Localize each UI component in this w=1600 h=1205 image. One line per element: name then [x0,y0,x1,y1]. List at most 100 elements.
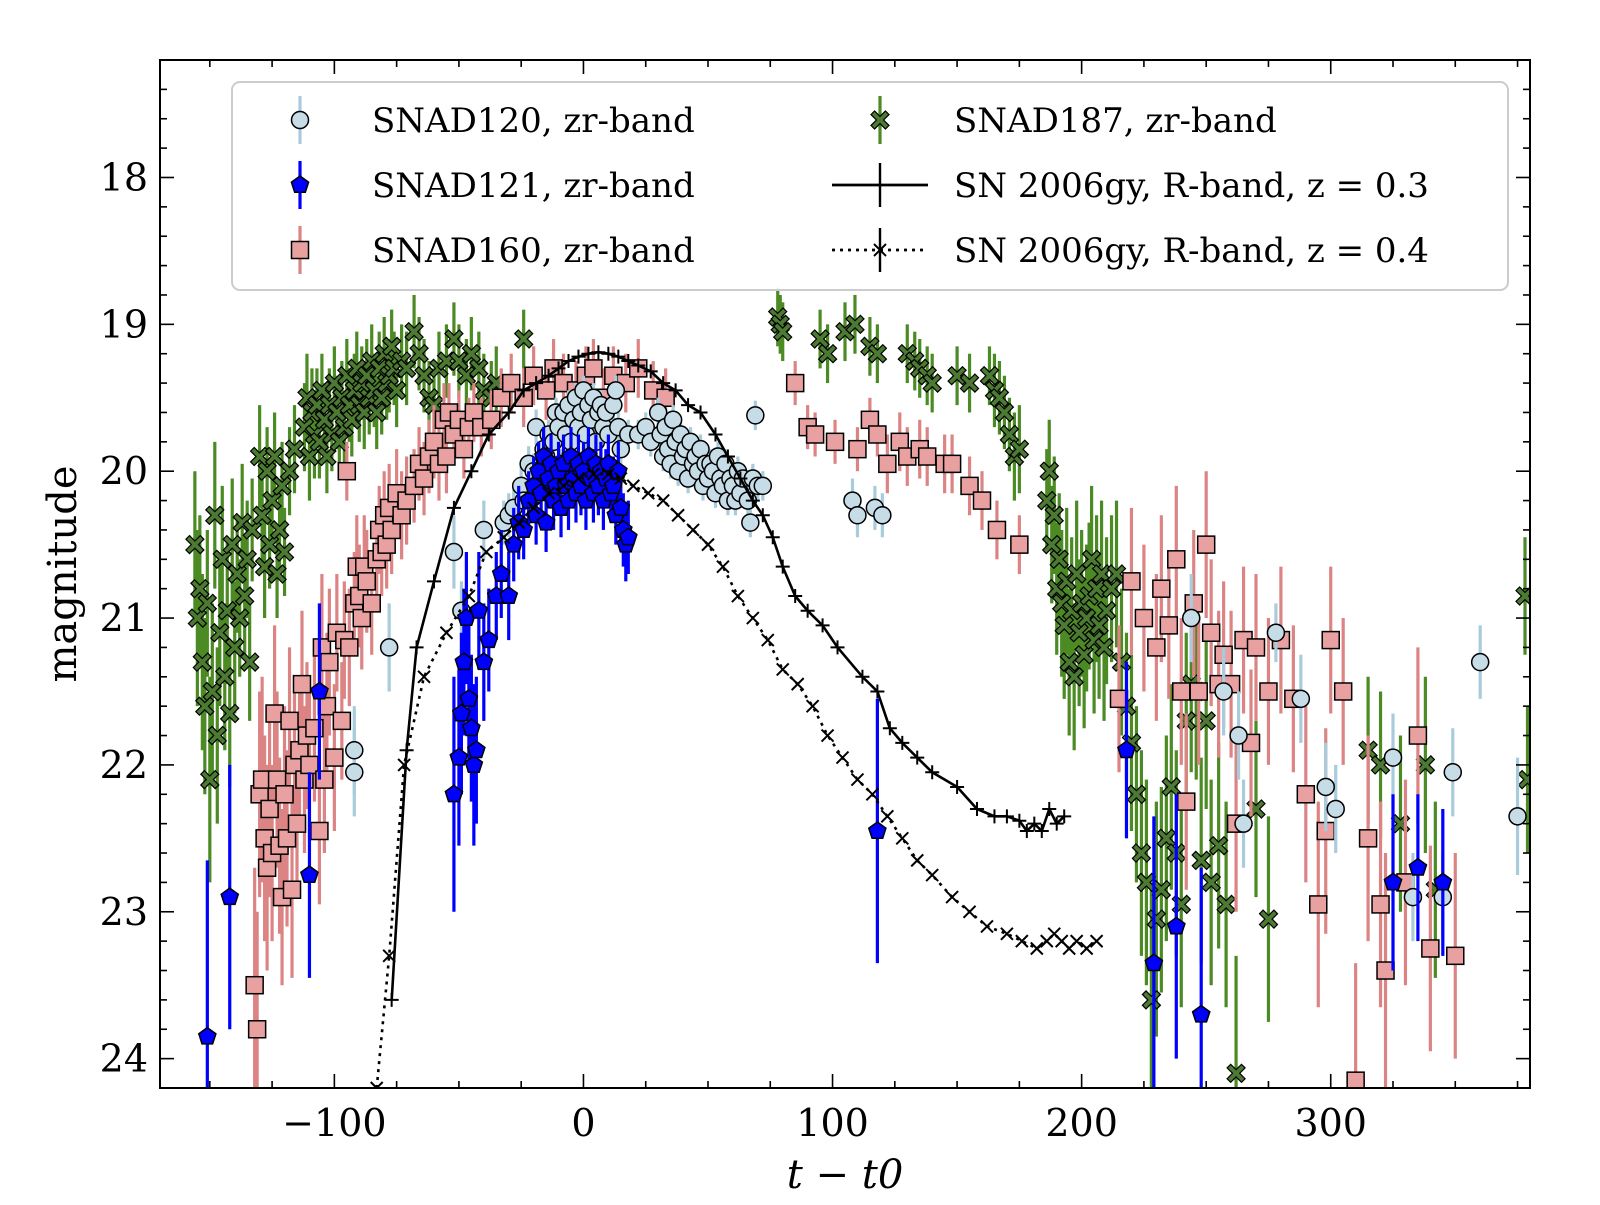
data-point [581,346,596,361]
data-point [382,949,396,963]
data-point [741,513,760,532]
legend-marker [290,110,310,130]
data-point [989,387,1010,408]
legend-label: SN 2006gy, R-band, z = 0.3 [954,166,1429,206]
data-point [454,439,474,459]
data-point [611,497,631,516]
data-point [848,439,867,459]
data-point [384,992,399,1007]
axes: −100 0 100 200 300 18 19 20 21 22 23 24 t − t0 magnit… [40,59,1531,1198]
data-point [1152,579,1171,598]
data-point [337,461,357,481]
data-point [825,432,845,452]
data-point [745,493,760,508]
data-point [663,410,683,430]
data-point [686,523,700,537]
data-point [1141,990,1162,1010]
y-tick-label: 21 [100,596,148,640]
data-point [947,365,967,386]
data-point [979,365,1000,386]
data-point [701,537,715,552]
data-point [529,376,544,391]
data-point [867,343,888,364]
data-point [219,703,240,724]
data-point [345,740,364,760]
data-point [264,446,285,467]
data-point [925,868,939,882]
data-point [835,750,850,765]
data-point [214,666,235,687]
data-point [878,454,897,474]
data-point [1159,616,1179,635]
data-point [1309,895,1328,914]
x-tick-label: −100 [282,1101,386,1145]
data-point [409,640,424,655]
data-point [1147,638,1166,657]
series-4 [384,345,1072,1007]
data-point [482,410,501,430]
y-tick-label: 18 [100,155,148,199]
data-point [720,449,735,464]
data-point [1470,652,1490,672]
series-2 [245,339,1465,1088]
data-point [404,321,424,342]
legend-entry: SN 2006gy, R-band, z = 0.4 [832,228,1429,272]
series-5 [370,467,1104,1088]
data-point [601,467,616,481]
y-tick-label: 20 [100,449,148,493]
data-point [454,652,474,671]
data-point [987,520,1007,540]
data-point [320,652,339,672]
legend-label: SNAD120, zr-band [372,101,695,141]
data-point [459,688,479,707]
data-point [910,853,924,868]
data-point [237,549,258,570]
data-point [1208,835,1229,856]
data-point [340,638,359,657]
data-point [1246,638,1266,657]
data-point [1079,941,1094,956]
data-point [621,354,636,369]
x-tick-label: 300 [1294,1101,1367,1145]
data-point [1069,934,1084,948]
data-point [381,336,402,357]
data-point [1041,534,1062,555]
data-point [656,493,670,508]
legend-entry: SNAD120, zr-band [290,96,695,144]
data-point [1074,644,1094,665]
y-tick-label: 24 [100,1037,148,1081]
data-point [922,373,943,393]
data-point [1383,748,1403,767]
data-point [1177,792,1196,811]
data-point [1191,850,1212,871]
data-point [1321,630,1340,650]
data-point [287,814,307,833]
data-point [526,501,541,515]
data-point [242,520,263,540]
legend-marker [290,240,310,260]
data-point [446,500,461,515]
legend-entry: SN 2006gy, R-band, z = 0.3 [832,163,1429,207]
plot-frame [159,59,1531,1089]
data-point [959,373,980,393]
data-point [245,975,264,995]
data-point [1333,682,1353,701]
data-point [772,321,793,342]
legend-entry: SNAD160, zr-band [290,226,695,274]
data-point [207,725,228,746]
data-point [591,345,606,360]
data-point [1291,689,1311,709]
data-point [1196,535,1216,554]
data-point [492,388,511,408]
legend-label: SN 2006gy, R-band, z = 0.4 [954,231,1429,271]
data-point [1034,824,1049,838]
data-point [1122,572,1141,591]
data-point [449,747,469,766]
data-point [474,652,494,671]
data-point [222,534,243,555]
data-point [197,593,218,614]
data-point [469,600,489,619]
data-point [1134,608,1154,628]
data-point [461,718,481,737]
